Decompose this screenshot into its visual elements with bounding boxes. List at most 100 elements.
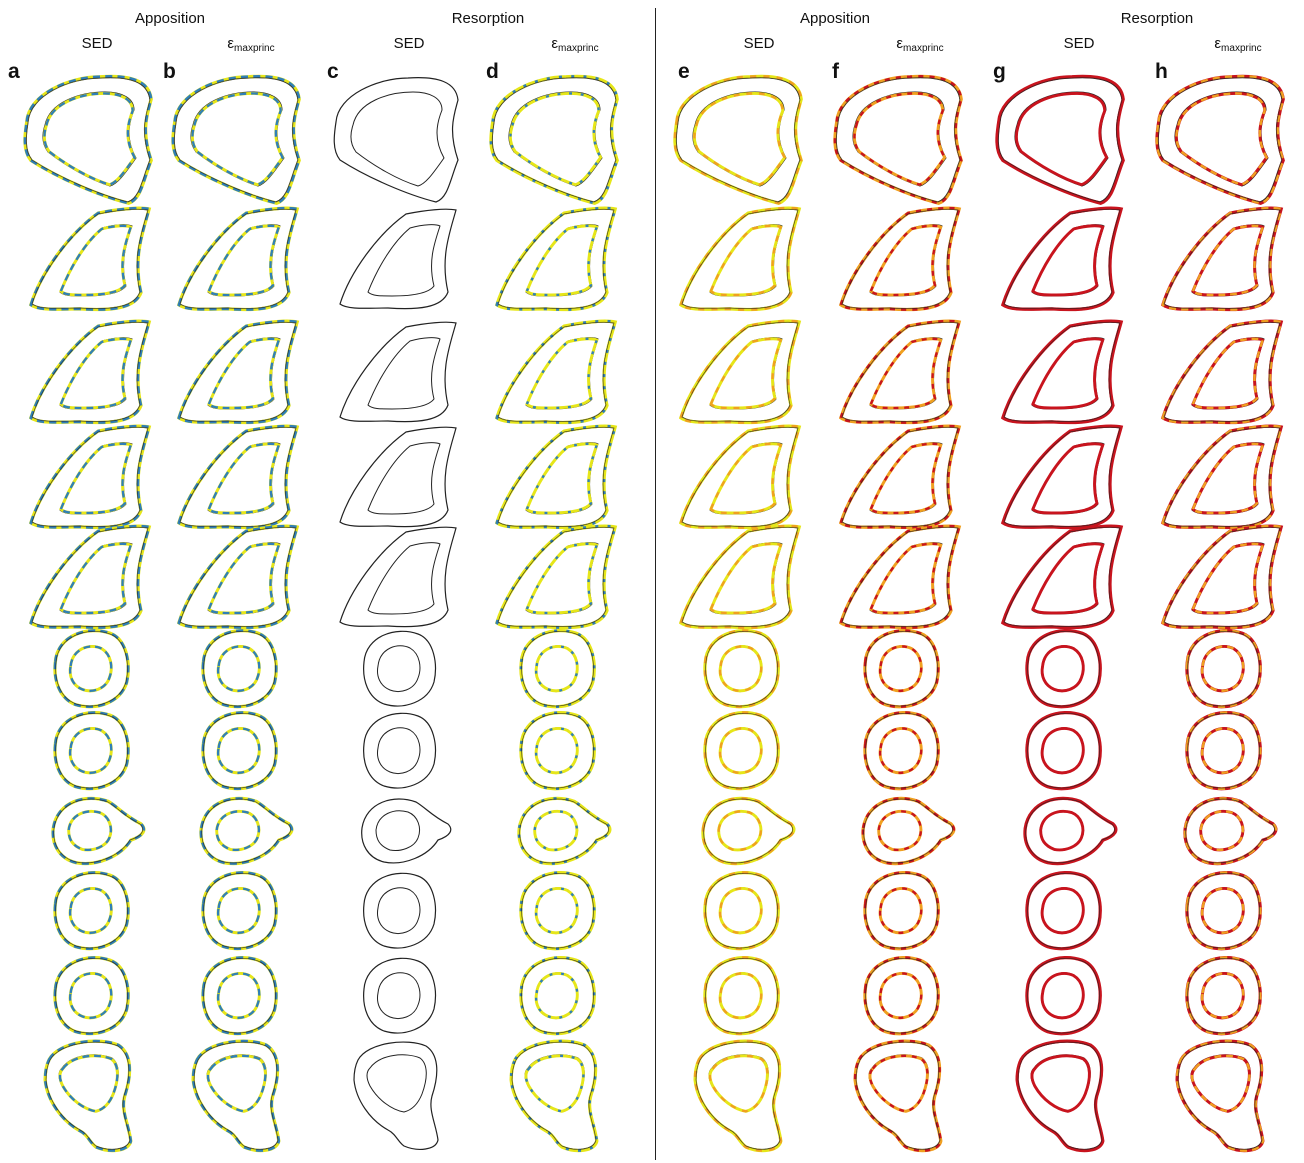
inner-band-secondary (718, 645, 763, 692)
inner-band-secondary (1031, 442, 1105, 515)
outer-band-primary (201, 710, 278, 791)
outer-band-primary (51, 796, 146, 866)
section-e-row-11 (693, 1039, 783, 1153)
section-d-row-8 (517, 796, 612, 866)
inner-band-secondary (207, 337, 281, 410)
inner-band-secondary (524, 1054, 585, 1113)
outer-band-primary (519, 628, 596, 709)
section-a-row-5 (28, 524, 152, 630)
outer-band-secondary (703, 871, 780, 951)
section-h-row-7 (1185, 710, 1262, 791)
section-h-row-4 (1160, 424, 1284, 530)
outer-contour (1027, 957, 1101, 1034)
outer-contour-top (55, 872, 128, 949)
header-apposition-right: Apposition (799, 10, 871, 27)
inner-band-primary (524, 1054, 585, 1113)
inner-contour (692, 91, 787, 187)
section-b-row-7 (201, 710, 278, 791)
section-c-row-8 (361, 798, 452, 864)
inner-band-secondary (207, 224, 281, 297)
outer-band-primary (1185, 955, 1262, 1036)
section-d-row-10 (519, 955, 596, 1036)
outer-band-secondary (1185, 956, 1262, 1036)
outer-band-secondary (53, 629, 130, 709)
outer-contour-top (835, 77, 961, 203)
outer-band-secondary (693, 1039, 783, 1152)
outer-contour (703, 798, 794, 864)
section-g-row-11 (1015, 1039, 1105, 1153)
outer-contour-top (497, 208, 615, 309)
inner-band-secondary (1175, 92, 1268, 186)
section-h-row-1 (1155, 74, 1285, 205)
outer-contour-top (1003, 208, 1121, 309)
section-e-row-3 (678, 319, 802, 425)
inner-band-secondary (1040, 972, 1085, 1019)
outer-contour (339, 208, 457, 310)
outer-band-secondary (43, 1039, 133, 1152)
inner-contour (852, 91, 947, 187)
outer-band-secondary (679, 524, 801, 629)
outer-band-primary (838, 206, 962, 312)
panel-letter-a: a (8, 60, 20, 83)
panel-letter-d: d (486, 60, 499, 83)
outer-contour-top (1027, 872, 1100, 949)
outer-contour (45, 1041, 131, 1150)
inner-band-secondary (216, 645, 261, 692)
outer-band-secondary (1161, 206, 1283, 311)
section-d-row-11 (509, 1039, 599, 1153)
section-f-row-9 (863, 870, 940, 951)
inner-band-primary (878, 971, 923, 1020)
outer-contour (1187, 712, 1261, 789)
outer-contour (705, 712, 779, 789)
section-c-row-9 (363, 872, 437, 949)
outer-contour (203, 712, 277, 789)
outer-band-secondary (1025, 956, 1102, 1036)
section-b-row-3 (176, 319, 300, 425)
section-b-row-1 (171, 74, 301, 205)
outer-contour-top (1027, 630, 1100, 707)
outer-contour (1177, 1041, 1263, 1150)
section-f-row-4 (838, 424, 962, 530)
inner-band-secondary (59, 442, 133, 515)
outer-contour (521, 872, 595, 949)
inner-band-primary (878, 886, 923, 935)
inner-band-secondary (68, 887, 113, 934)
inner-band-secondary (1200, 972, 1245, 1019)
inner-band-secondary (525, 542, 599, 615)
outer-contour-top (865, 957, 938, 1034)
outer-contour (53, 798, 144, 864)
section-g-row-6 (1025, 628, 1102, 709)
inner-band-secondary (59, 337, 133, 410)
outer-band-secondary (1025, 871, 1102, 951)
outer-contour (339, 526, 457, 628)
inner-band-primary (533, 809, 579, 852)
outer-band-secondary (201, 956, 278, 1036)
outer-band-secondary (863, 711, 940, 791)
header-apposition-left: Apposition (134, 10, 206, 27)
outer-contour-top (1163, 208, 1281, 309)
outer-contour (705, 957, 779, 1034)
outer-contour-top (45, 1041, 131, 1150)
panel-letter-e: e (678, 60, 690, 83)
inner-band-secondary (718, 727, 763, 774)
outer-contour-top (855, 1041, 941, 1150)
outer-contour (363, 630, 437, 707)
outer-contour-top (841, 426, 959, 527)
inner-band-primary (191, 91, 285, 187)
outer-band-primary (838, 524, 962, 630)
section-a-row-11 (43, 1039, 133, 1153)
outer-contour (363, 872, 437, 949)
outer-contour-top (173, 77, 299, 203)
outer-contour-top (681, 526, 799, 627)
outer-band-primary (1025, 870, 1102, 951)
inner-band-secondary (206, 1054, 267, 1113)
section-f-row-6 (863, 628, 940, 709)
section-g-row-4 (1000, 424, 1124, 530)
section-e-row-8 (701, 796, 796, 866)
inner-contour (377, 645, 421, 692)
section-g-row-9 (1025, 870, 1102, 951)
outer-band-secondary (177, 206, 299, 311)
inner-band-secondary (718, 972, 763, 1019)
inner-band-primary (534, 726, 579, 775)
